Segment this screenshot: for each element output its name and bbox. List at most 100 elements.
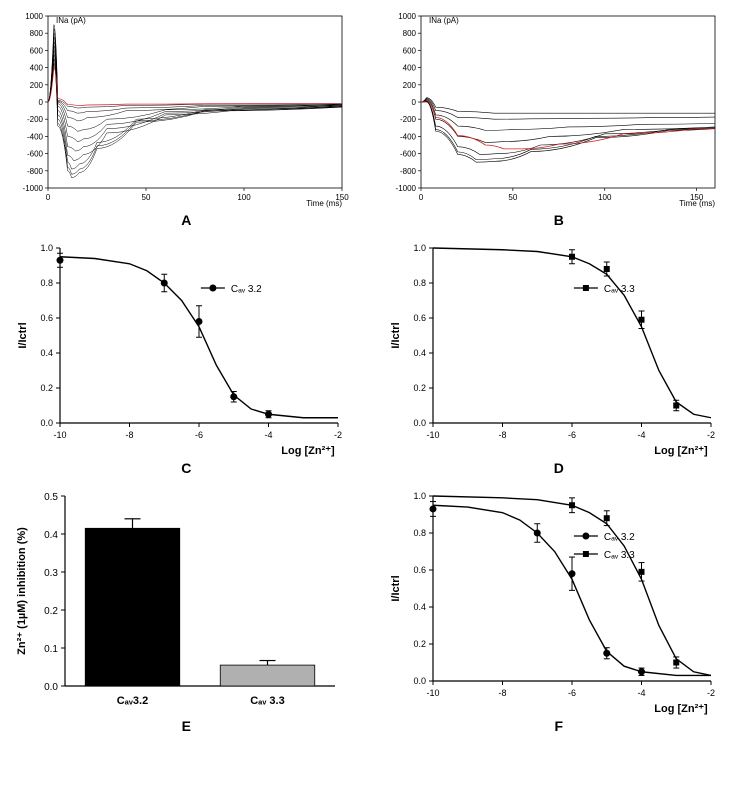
svg-text:Cₐᵥ 3.2: Cₐᵥ 3.2 xyxy=(603,532,634,543)
svg-text:Time (ms): Time (ms) xyxy=(306,199,342,208)
panel-a: -1000 -800 -600 -400 -200 0 200 400 600 800 1000 0 5… xyxy=(10,10,363,228)
svg-text:0.8: 0.8 xyxy=(413,528,426,538)
svg-text:-600: -600 xyxy=(399,150,416,159)
svg-text:0: 0 xyxy=(411,98,416,107)
svg-text:I/Ictrl: I/Ictrl xyxy=(17,322,29,348)
panel-b: -1000 -800 -600 -400 -200 0 200 400 600 800 1000 0 5… xyxy=(383,10,736,228)
svg-text:-8: -8 xyxy=(498,430,506,440)
svg-text:0.4: 0.4 xyxy=(413,348,426,358)
svg-text:1.0: 1.0 xyxy=(413,243,426,253)
svg-text:-1000: -1000 xyxy=(395,184,416,193)
svg-text:1000: 1000 xyxy=(398,12,416,21)
svg-text:0: 0 xyxy=(39,98,44,107)
svg-text:0.6: 0.6 xyxy=(413,313,426,323)
dose-chart-c: 0.0 0.2 0.4 0.6 0.8 1.0 -10 -8 -6 -4 -2 I/Ictrl Log … xyxy=(10,238,350,458)
svg-text:-2: -2 xyxy=(706,688,714,698)
svg-text:100: 100 xyxy=(598,193,612,202)
trace-chart-a: -1000 -800 -600 -400 -200 0 200 400 600 800 1000 0 5… xyxy=(10,10,350,210)
svg-text:-400: -400 xyxy=(399,132,416,141)
svg-text:I/Ictrl: I/Ictrl xyxy=(390,575,402,601)
svg-text:-800: -800 xyxy=(27,167,44,176)
svg-text:Cₐᵥ3.2: Cₐᵥ3.2 xyxy=(117,695,148,707)
svg-text:400: 400 xyxy=(30,64,44,73)
svg-text:Cₐᵥ 3.3: Cₐᵥ 3.3 xyxy=(603,284,634,295)
svg-text:0.6: 0.6 xyxy=(413,565,426,575)
svg-text:600: 600 xyxy=(402,46,416,55)
svg-text:0.0: 0.0 xyxy=(40,418,53,428)
svg-text:-10: -10 xyxy=(426,688,439,698)
panel-f: 0.00.20.40.60.81.0-10-8-6-4-2I/IctrlLog … xyxy=(383,486,736,734)
panel-c: 0.0 0.2 0.4 0.6 0.8 1.0 -10 -8 -6 -4 -2 I/Ictrl Log … xyxy=(10,238,363,476)
svg-text:0.6: 0.6 xyxy=(40,313,53,323)
svg-text:-6: -6 xyxy=(567,688,575,698)
svg-text:0.1: 0.1 xyxy=(44,644,58,655)
svg-text:50: 50 xyxy=(508,193,517,202)
svg-text:0.5: 0.5 xyxy=(44,492,58,503)
svg-text:Log [Zn²⁺]: Log [Zn²⁺] xyxy=(654,445,708,457)
svg-text:-2: -2 xyxy=(706,430,714,440)
panel-label-b: B xyxy=(383,212,736,228)
svg-text:0.2: 0.2 xyxy=(413,383,426,393)
dose-chart-f: 0.00.20.40.60.81.0-10-8-6-4-2I/IctrlLog … xyxy=(383,486,723,716)
bar-chart-e: 0.0 0.1 0.2 0.3 0.4 0.5 Zn²⁺ (1µM) inhibition … xyxy=(10,486,350,716)
svg-text:-8: -8 xyxy=(125,430,133,440)
svg-text:600: 600 xyxy=(30,46,44,55)
svg-text:Cₐᵥ 3.3: Cₐᵥ 3.3 xyxy=(250,695,284,707)
svg-text:0.8: 0.8 xyxy=(413,278,426,288)
panel-label-c: C xyxy=(10,460,363,476)
svg-text:0: 0 xyxy=(418,193,423,202)
panel-d: 0.0 0.2 0.4 0.6 0.8 1.0 -10 -8 -6 -4 -2 I/Ictrl Log … xyxy=(383,238,736,476)
svg-text:1.0: 1.0 xyxy=(413,491,426,501)
svg-text:-200: -200 xyxy=(27,115,44,124)
svg-text:-10: -10 xyxy=(426,430,439,440)
svg-text:I/Ictrl: I/Ictrl xyxy=(390,322,402,348)
svg-text:0.4: 0.4 xyxy=(44,530,58,541)
panel-label-e: E xyxy=(10,718,363,734)
panel-label-a: A xyxy=(10,212,363,228)
svg-text:-8: -8 xyxy=(498,688,506,698)
svg-text:0.2: 0.2 xyxy=(40,383,53,393)
panel-label-d: D xyxy=(383,460,736,476)
svg-text:Cₐᵥ 3.2: Cₐᵥ 3.2 xyxy=(231,284,262,295)
svg-text:200: 200 xyxy=(30,81,44,90)
svg-text:1.0: 1.0 xyxy=(40,243,53,253)
svg-text:0.3: 0.3 xyxy=(44,568,58,579)
svg-text:-600: -600 xyxy=(27,150,44,159)
dose-chart-d: 0.0 0.2 0.4 0.6 0.8 1.0 -10 -8 -6 -4 -2 I/Ictrl Log … xyxy=(383,238,723,458)
svg-text:-400: -400 xyxy=(27,132,44,141)
svg-text:-4: -4 xyxy=(264,430,272,440)
svg-text:0.0: 0.0 xyxy=(413,418,426,428)
trace-chart-b: -1000 -800 -600 -400 -200 0 200 400 600 800 1000 0 5… xyxy=(383,10,723,210)
svg-text:0.4: 0.4 xyxy=(40,348,53,358)
figure-grid: -1000-800-600-400-2000200400600800100005… xyxy=(10,10,735,734)
svg-text:-6: -6 xyxy=(195,430,203,440)
svg-text:800: 800 xyxy=(402,29,416,38)
svg-text:INa (pA): INa (pA) xyxy=(429,16,459,25)
svg-text:0.8: 0.8 xyxy=(40,278,53,288)
svg-text:-2: -2 xyxy=(334,430,342,440)
panel-label-f: F xyxy=(383,718,736,734)
svg-text:-200: -200 xyxy=(399,115,416,124)
svg-text:Cₐᵥ 3.3: Cₐᵥ 3.3 xyxy=(603,550,634,561)
svg-text:0.0: 0.0 xyxy=(44,682,58,693)
svg-text:200: 200 xyxy=(402,81,416,90)
svg-text:-6: -6 xyxy=(567,430,575,440)
svg-text:800: 800 xyxy=(30,29,44,38)
svg-text:-4: -4 xyxy=(637,430,645,440)
svg-text:400: 400 xyxy=(402,64,416,73)
svg-text:Log [Zn²⁺]: Log [Zn²⁺] xyxy=(281,445,335,457)
svg-text:Zn²⁺ (1µM) inhibition (%): Zn²⁺ (1µM) inhibition (%) xyxy=(16,527,28,655)
svg-text:Log [Zn²⁺]: Log [Zn²⁺] xyxy=(654,703,708,715)
svg-text:1000: 1000 xyxy=(25,12,43,21)
svg-text:-4: -4 xyxy=(637,688,645,698)
svg-text:-10: -10 xyxy=(53,430,66,440)
svg-text:0.2: 0.2 xyxy=(44,606,58,617)
svg-text:-1000: -1000 xyxy=(23,184,44,193)
svg-text:100: 100 xyxy=(237,193,251,202)
svg-text:0.4: 0.4 xyxy=(413,602,426,612)
svg-text:Time (ms): Time (ms) xyxy=(679,199,715,208)
svg-text:-800: -800 xyxy=(399,167,416,176)
svg-text:50: 50 xyxy=(142,193,151,202)
svg-text:0.0: 0.0 xyxy=(413,676,426,686)
svg-text:0: 0 xyxy=(46,193,51,202)
